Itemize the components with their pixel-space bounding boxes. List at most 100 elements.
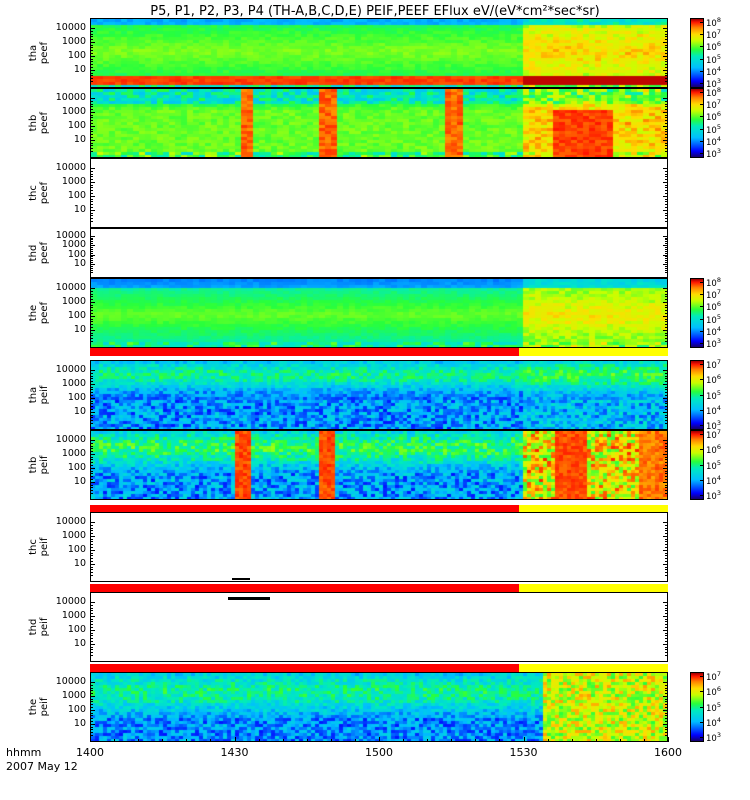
ytick-minor (665, 193, 668, 194)
ytick-minor (90, 143, 93, 144)
ytick-minor (665, 547, 668, 548)
ytick-label: 100 (67, 391, 86, 403)
ytick-minor (665, 272, 668, 273)
ytick-minor (90, 313, 93, 314)
ytick-label: 10000 (55, 595, 86, 607)
ylabel-line1: tha (28, 386, 39, 404)
ytick-minor (90, 115, 93, 116)
ytick-minor (665, 310, 668, 311)
ytick-minor (90, 47, 93, 48)
colorbar-tick-mark (700, 319, 704, 320)
ytick-minor (665, 101, 668, 102)
colorbar-tick-mark (700, 294, 704, 295)
ytick-minor (90, 307, 93, 308)
ytick-minor (665, 338, 668, 339)
ytick-mark (663, 182, 668, 183)
ytick-minor (665, 655, 668, 656)
ytick-minor (90, 253, 93, 254)
ytick-minor (90, 457, 93, 458)
ytick-mark (90, 140, 95, 141)
ytick-minor (90, 392, 93, 393)
ytick-mark (90, 454, 95, 455)
panel-tha_peif (90, 360, 668, 430)
colorbar-tick-label: 106 (706, 443, 721, 457)
ytick-mark (90, 316, 95, 317)
colorbar-tick-mark (700, 434, 704, 435)
ytick-minor (90, 187, 93, 188)
ytick-minor (665, 243, 668, 244)
ytick-label: 100 (67, 623, 86, 635)
ytick-mark (90, 468, 95, 469)
ytick-minor (90, 174, 93, 175)
ytick-minor (665, 176, 668, 177)
ytick-minor (665, 649, 668, 650)
xtick-label: 1430 (220, 746, 249, 759)
spectrogram-image-tha_peef (91, 19, 667, 87)
ytick-minor (665, 605, 668, 606)
ytick-minor (665, 47, 668, 48)
colorbar-tick-mark (700, 465, 704, 466)
ytick-minor (665, 190, 668, 191)
colorbar-tick-label: 106 (706, 685, 721, 699)
ytick-mark (663, 330, 668, 331)
ytick-minor (90, 395, 93, 396)
colorbar-tick-label: 105 (706, 388, 721, 402)
ytick-minor (90, 647, 93, 648)
ylabel-line1: thd (28, 244, 39, 262)
ytick-minor (665, 50, 668, 51)
ytick-mark (90, 330, 95, 331)
ytick-minor (90, 727, 93, 728)
colorbar-tick-label: 103 (706, 77, 721, 90)
ytick-minor (90, 266, 93, 267)
ytick-minor (665, 621, 668, 622)
ytick-minor (90, 101, 93, 102)
ytick-minor (665, 45, 668, 46)
ytick-minor (665, 78, 668, 79)
ytick-label: 10 (73, 203, 86, 215)
ytick-minor (665, 75, 668, 76)
ytick-mark (90, 302, 95, 303)
ytick-minor (90, 713, 93, 714)
ytick-minor (665, 530, 668, 531)
colorbar-tick-mark (700, 116, 704, 117)
ytick-mark (663, 288, 668, 289)
ytick-minor (90, 417, 93, 418)
ytick-minor (90, 561, 93, 562)
ytick-minor (90, 462, 93, 463)
ytick-minor (665, 381, 668, 382)
ytick-label: 10000 (55, 91, 86, 103)
ytick-minor (665, 258, 668, 259)
ytick-minor (90, 567, 93, 568)
ylabel-line1: thb (28, 114, 39, 132)
ytick-minor (665, 151, 668, 152)
status-bar-red (90, 584, 519, 592)
colorbar-tick-label: 103 (706, 731, 721, 744)
ytick-minor (90, 260, 93, 261)
panel-thd_peif (90, 592, 668, 662)
ytick-minor (665, 647, 668, 648)
ytick-minor (665, 544, 668, 545)
ytick-minor (90, 465, 93, 466)
ytick-minor (665, 291, 668, 292)
ytick-minor (90, 78, 93, 79)
ytick-minor (90, 525, 93, 526)
ytick-mark (663, 412, 668, 413)
colorbar-cb_tha_peef (690, 18, 704, 88)
ytick-minor (90, 732, 93, 733)
spectrogram-image-tha_peif (91, 361, 667, 429)
ytick-minor (90, 490, 93, 491)
ytick-minor (665, 528, 668, 529)
ytick-minor (665, 53, 668, 54)
ytick-mark (90, 602, 95, 603)
ytick-label: 1000 (61, 239, 86, 251)
colorbar-tick-mark (700, 22, 704, 23)
ytick-minor (665, 376, 668, 377)
ytick-minor (90, 627, 93, 628)
ytick-minor (90, 619, 93, 620)
ytick-mark (663, 98, 668, 99)
ytick-minor (665, 403, 668, 404)
ytick-mark (663, 56, 668, 57)
ytick-minor (665, 61, 668, 62)
ytick-mark (90, 168, 95, 169)
